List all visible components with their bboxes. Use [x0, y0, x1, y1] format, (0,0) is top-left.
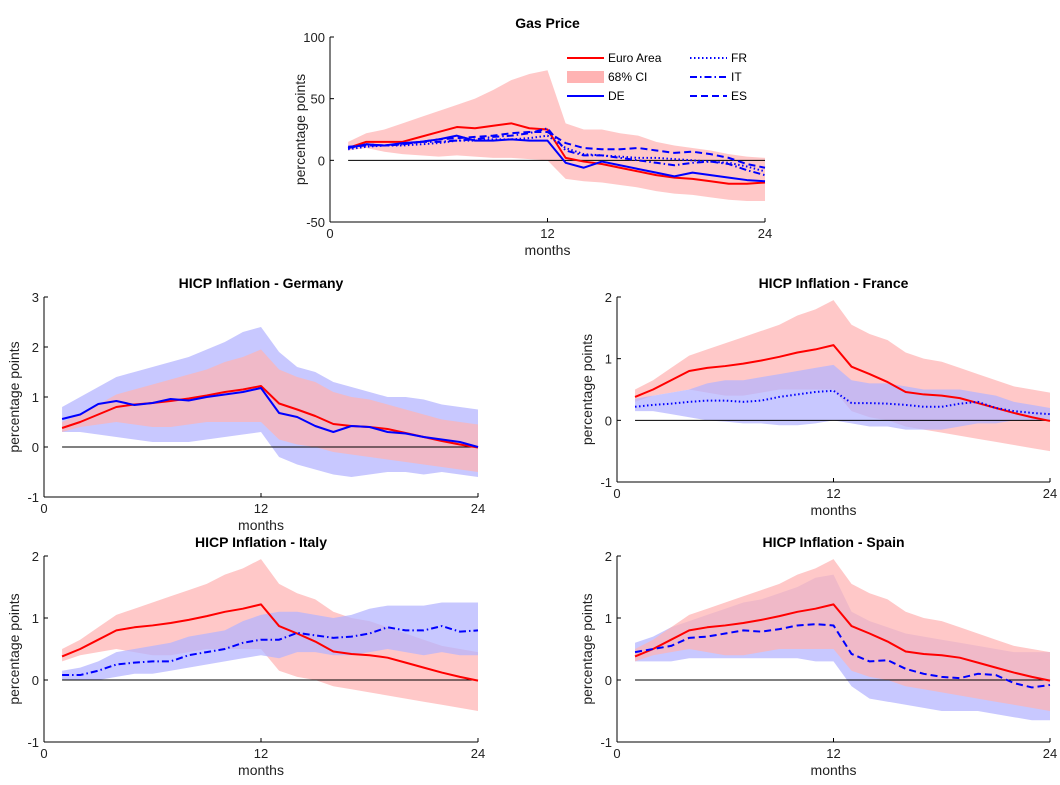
y-tick-label: 1	[32, 390, 39, 405]
series-line-it-euro-area	[61, 603, 479, 682]
series-line-de-de	[61, 387, 479, 448]
y-tick-label: 2	[605, 549, 612, 564]
y-tick-label: 1	[32, 611, 39, 626]
x-tick-label: 24	[1043, 486, 1057, 501]
y-tick-label: -50	[306, 215, 325, 230]
x-tick-label: 24	[471, 501, 485, 516]
y-tick-label: -1	[27, 735, 39, 750]
y-axis-label: percentage points	[6, 341, 22, 452]
x-tick-label: 0	[326, 226, 333, 241]
y-axis-label: percentage points	[579, 334, 595, 445]
y-tick-label: 0	[32, 440, 39, 455]
x-tick-label: 12	[254, 501, 268, 516]
x-tick-label: 0	[40, 746, 47, 761]
y-tick-label: 0	[605, 413, 612, 428]
x-axis-label: months	[525, 242, 571, 258]
series-line-es-es	[634, 623, 1051, 689]
chart-title: HICP Inflation - Germany	[179, 275, 344, 291]
x-axis-label: months	[238, 762, 284, 778]
legend-label: 68% CI	[608, 70, 647, 84]
ci-band-fr-1	[635, 364, 1050, 430]
x-tick-label: 12	[826, 746, 840, 761]
y-tick-label: 3	[32, 290, 39, 305]
y-tick-label: 1	[605, 352, 612, 367]
chart-title: HICP Inflation - Spain	[762, 534, 904, 550]
x-axis-label: months	[811, 502, 857, 518]
series-line-fr-euro-area	[634, 344, 1051, 422]
y-tick-label: 2	[605, 290, 612, 305]
x-tick-label: 12	[540, 226, 554, 241]
y-axis-label: percentage points	[292, 74, 308, 185]
series-line-es-euro-area	[634, 603, 1051, 682]
y-tick-label: -1	[600, 735, 612, 750]
chart-title: HICP Inflation - France	[759, 275, 909, 291]
series-line-it-it	[62, 625, 479, 677]
y-tick-label: 1	[605, 611, 612, 626]
y-tick-label: 0	[32, 673, 39, 688]
x-axis-label: months	[238, 517, 284, 533]
legend: Euro Area 68% CI DE FR IT ES	[567, 51, 747, 103]
x-axis-label: months	[811, 762, 857, 778]
legend-label: IT	[731, 70, 742, 84]
x-tick-label: 12	[254, 746, 268, 761]
x-tick-label: 24	[758, 226, 772, 241]
chart-title: Gas Price	[515, 15, 580, 31]
ci-band-es-1	[635, 559, 1050, 711]
y-axis-label: percentage points	[6, 593, 22, 704]
y-tick-label: 50	[311, 92, 325, 107]
series-line-gas-euro-area	[347, 122, 766, 185]
chart-title: HICP Inflation - Italy	[195, 534, 327, 550]
x-tick-label: 0	[613, 746, 620, 761]
ci-band-de-1	[62, 349, 478, 472]
y-tick-label: 2	[32, 340, 39, 355]
legend-label: DE	[608, 89, 625, 103]
y-tick-label: -1	[600, 475, 612, 490]
y-tick-label: -1	[27, 490, 39, 505]
legend-label: FR	[731, 51, 747, 65]
y-tick-label: 2	[32, 549, 39, 564]
ci-band-gas-0	[348, 70, 765, 202]
series-line-gas-fr	[347, 134, 766, 173]
x-tick-label: 0	[40, 501, 47, 516]
y-tick-label: 0	[605, 673, 612, 688]
legend-swatch	[567, 71, 604, 83]
series-line-gas-es	[348, 130, 766, 169]
x-tick-label: 24	[471, 746, 485, 761]
y-tick-label: 0	[318, 153, 325, 168]
legend-label: ES	[731, 89, 747, 103]
series-line-fr-fr	[634, 389, 1051, 416]
y-axis-label: percentage points	[579, 593, 595, 704]
x-tick-label: 0	[613, 486, 620, 501]
legend-label: Euro Area	[608, 51, 662, 65]
x-tick-label: 12	[826, 486, 840, 501]
x-tick-label: 24	[1043, 746, 1057, 761]
y-tick-label: 100	[303, 30, 325, 45]
